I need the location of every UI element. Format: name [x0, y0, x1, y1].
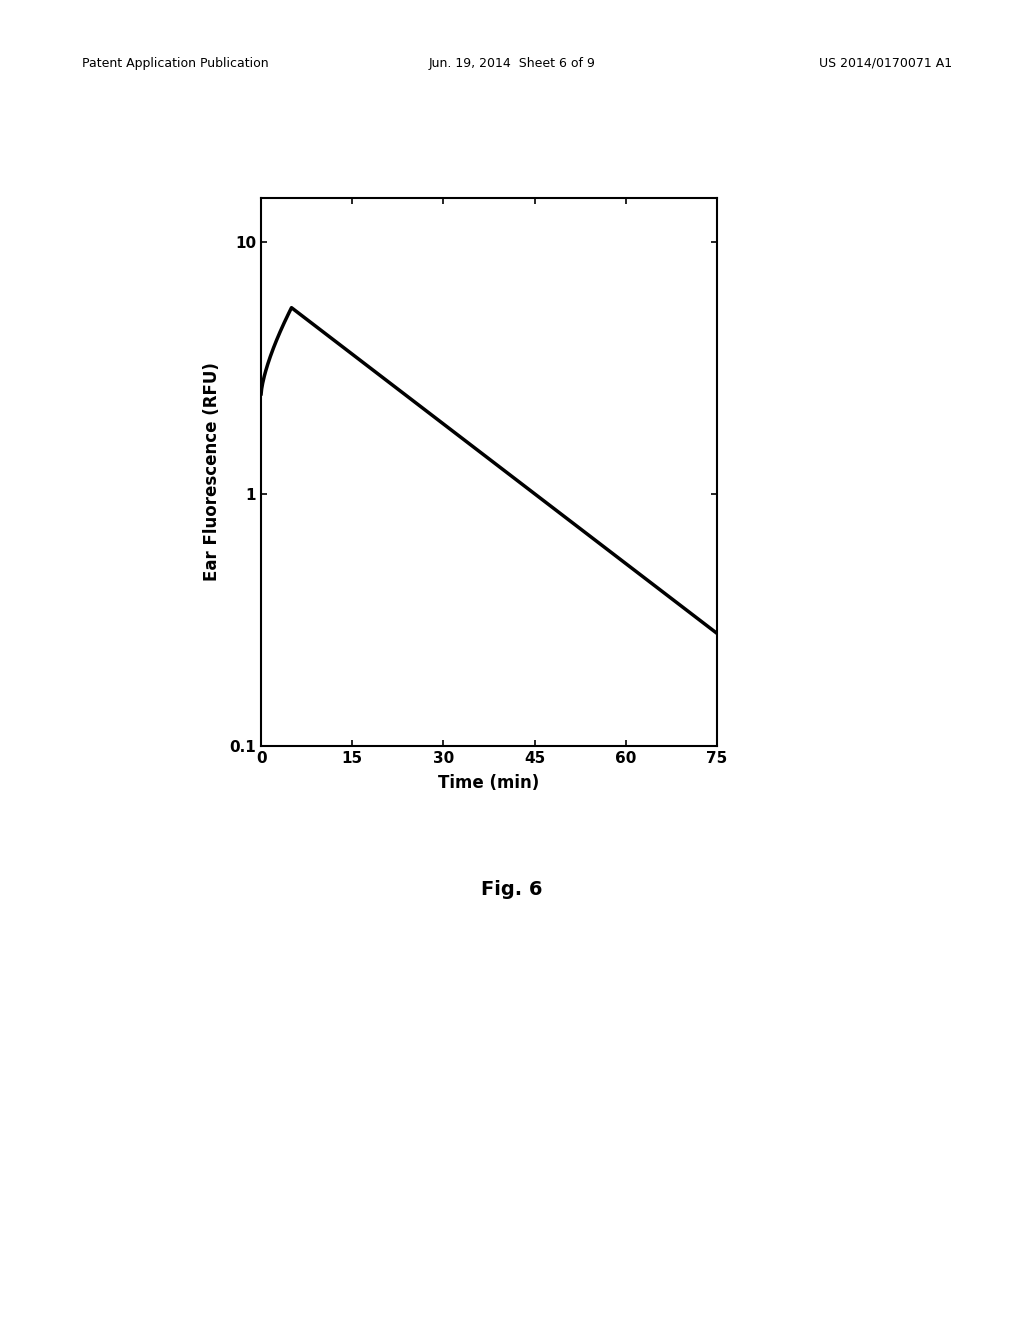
Text: Fig. 6: Fig. 6	[481, 880, 543, 899]
Text: Patent Application Publication: Patent Application Publication	[82, 57, 268, 70]
Text: US 2014/0170071 A1: US 2014/0170071 A1	[819, 57, 952, 70]
X-axis label: Time (min): Time (min)	[438, 774, 540, 792]
Y-axis label: Ear Fluorescence (RFU): Ear Fluorescence (RFU)	[203, 363, 221, 581]
Text: Jun. 19, 2014  Sheet 6 of 9: Jun. 19, 2014 Sheet 6 of 9	[429, 57, 595, 70]
